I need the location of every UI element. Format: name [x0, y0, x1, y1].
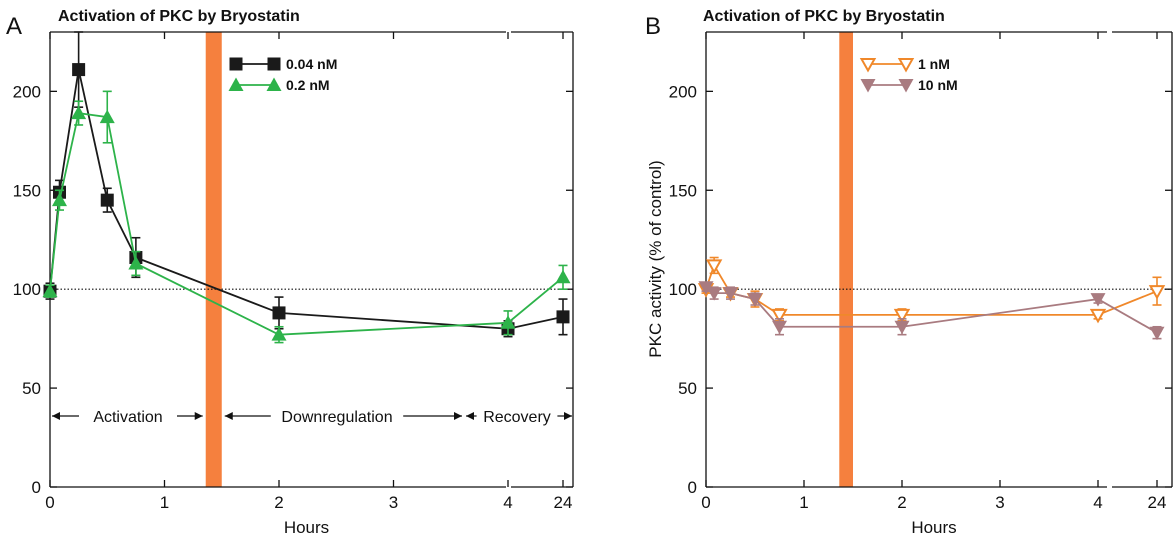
legend-label: 1 nM — [918, 56, 950, 72]
legend-marker — [228, 77, 244, 91]
data-point — [1148, 285, 1166, 300]
x-tick-label: 3 — [389, 493, 398, 512]
series-line — [49, 112, 564, 336]
data-point — [99, 109, 115, 124]
legend-marker — [266, 77, 282, 91]
data-point — [893, 308, 911, 324]
data-point — [698, 281, 714, 295]
data-point — [555, 269, 571, 284]
data-point — [271, 327, 287, 341]
y-tick-label: 100 — [13, 280, 41, 299]
x-tick-label: 24 — [1148, 493, 1167, 512]
data-point — [1090, 293, 1106, 307]
phase-arrowhead — [194, 412, 203, 420]
x-tick-label: 2 — [274, 493, 283, 512]
data-point — [894, 320, 910, 335]
data-point — [100, 193, 114, 207]
panel-a-title: Activation of PKC by Bryostatin — [58, 8, 300, 25]
x-tick-label: 4 — [1093, 493, 1102, 512]
data-point — [706, 287, 722, 301]
data-point — [556, 310, 570, 324]
y-tick-label: 200 — [669, 82, 697, 101]
phase-arrowhead — [224, 412, 233, 420]
phase-arrowhead — [52, 412, 60, 420]
x-axis-title: Hours — [911, 518, 956, 537]
y-tick-label: 150 — [669, 181, 697, 200]
data-point — [128, 255, 144, 270]
legend-marker — [860, 79, 876, 93]
y-axis-title: PKC activity (% of control) — [646, 160, 665, 357]
phase-label: Recovery — [483, 409, 551, 426]
treatment-band — [205, 32, 222, 487]
legend-label: 10 nM — [918, 77, 958, 93]
series-10-nm — [698, 281, 1165, 341]
series-line — [705, 263, 1158, 316]
data-point — [272, 306, 286, 320]
plot-frame — [49, 31, 574, 488]
legend-label: 0.04 nM — [286, 56, 337, 72]
phase-arrowhead — [466, 412, 474, 420]
y-tick-label: 150 — [13, 181, 41, 200]
x-tick-label: 24 — [554, 493, 573, 512]
data-point — [52, 192, 68, 207]
legend-marker — [897, 58, 915, 73]
x-tick-label: 0 — [45, 493, 54, 512]
x-axis-title: Hours — [284, 518, 329, 537]
series-0-2-nm — [42, 90, 571, 344]
data-point — [42, 283, 58, 298]
series-0-04-nm — [43, 31, 570, 338]
x-tick-label: 1 — [160, 493, 169, 512]
x-tick-label: 3 — [995, 493, 1004, 512]
phase-arrowhead — [454, 412, 462, 420]
x-tick-label: 4 — [503, 493, 512, 512]
data-point — [1089, 308, 1107, 324]
legend-marker — [267, 57, 281, 71]
data-point — [500, 315, 516, 329]
panel-letter-b: B — [645, 13, 661, 40]
plot-frame — [705, 31, 1173, 488]
legend-marker — [898, 79, 914, 93]
data-point — [747, 293, 763, 307]
phase-label: Activation — [93, 409, 162, 426]
x-tick-label: 0 — [701, 493, 710, 512]
data-point — [71, 105, 87, 120]
data-point — [1149, 326, 1165, 341]
y-tick-label: 50 — [678, 379, 697, 398]
y-tick-label: 50 — [22, 379, 41, 398]
data-point — [772, 320, 787, 335]
legend-label: 0.2 nM — [286, 77, 330, 93]
y-tick-label: 0 — [688, 478, 697, 497]
treatment-band — [839, 32, 853, 487]
panel-a: A Activation of PKC by Bryostatin 050100… — [6, 8, 574, 537]
y-tick-label: 100 — [669, 280, 697, 299]
x-tick-label: 2 — [897, 493, 906, 512]
phase-label: Downregulation — [281, 409, 392, 426]
legend-marker — [229, 57, 243, 71]
y-tick-label: 0 — [32, 478, 41, 497]
x-tick-label: 1 — [799, 493, 808, 512]
panel-b: B Activation of PKC by Bryostatin 0 50 100… — [645, 8, 1173, 537]
series-line — [49, 69, 564, 330]
data-point — [771, 308, 788, 324]
data-point — [72, 63, 86, 77]
legend-marker — [859, 58, 877, 73]
phase-arrowhead — [564, 412, 572, 420]
panel-letter-a: A — [6, 13, 22, 40]
panel-b-title: Activation of PKC by Bryostatin — [703, 8, 945, 25]
data-point — [705, 259, 723, 274]
data-point — [723, 287, 738, 301]
y-tick-label: 200 — [13, 82, 41, 101]
